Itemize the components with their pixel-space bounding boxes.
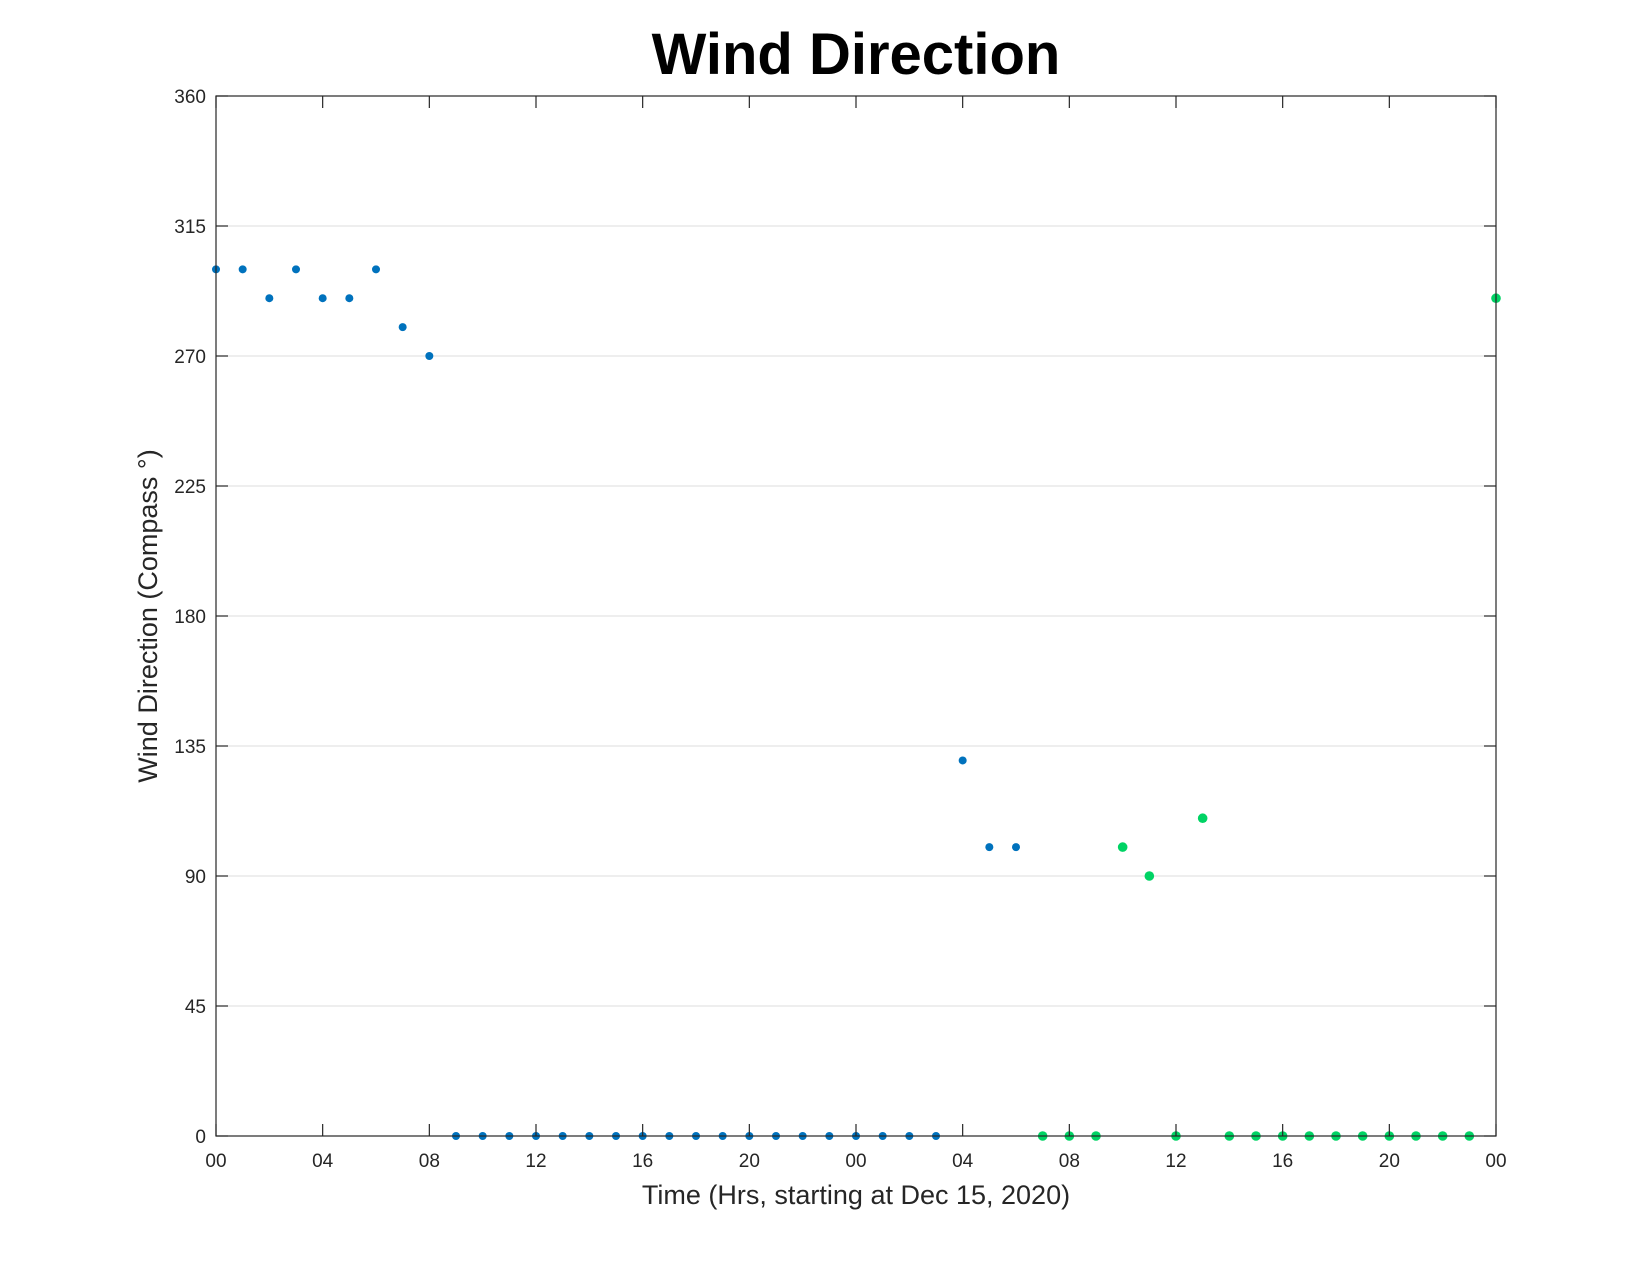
x-tick-label: 20 xyxy=(1379,1151,1400,1172)
x-tick-label: 08 xyxy=(419,1151,440,1172)
x-tick-label: 20 xyxy=(739,1151,760,1172)
y-tick-labels: 0 45 90 135 180 225 270 315 360 xyxy=(174,87,206,1148)
data-points xyxy=(212,265,1501,1141)
y-tick-label: 360 xyxy=(174,87,206,108)
y-axis-label: Wind Direction (Compass °) xyxy=(133,449,163,782)
y-tick-label: 45 xyxy=(185,997,206,1018)
x-tick-label: 08 xyxy=(1059,1151,1080,1172)
x-tick-label: 04 xyxy=(312,1151,334,1172)
x-tick-label: 16 xyxy=(632,1151,653,1172)
y-tick-label: 0 xyxy=(195,1127,206,1148)
y-tick-label: 315 xyxy=(174,217,206,238)
y-tick-label: 135 xyxy=(174,737,206,758)
x-tick-label: 04 xyxy=(952,1151,974,1172)
chart-title: Wind Direction xyxy=(652,22,1061,87)
x-axis-label: Time (Hrs, starting at Dec 15, 2020) xyxy=(642,1180,1070,1210)
x-tick-labels: 00 04 08 12 16 20 00 04 08 12 16 20 00 xyxy=(205,1151,1506,1172)
x-tick-label: 00 xyxy=(205,1151,226,1172)
data-point-series-2 xyxy=(1117,842,1128,852)
y-tick-label: 270 xyxy=(174,347,206,368)
y-tick-label: 225 xyxy=(174,477,206,498)
data-point-series-1 xyxy=(292,265,300,274)
data-point-series-1 xyxy=(398,323,407,332)
data-point-series-2 xyxy=(1144,871,1155,881)
x-tick-label: 12 xyxy=(525,1151,546,1172)
data-point-series-1 xyxy=(318,294,327,303)
data-point-series-1 xyxy=(425,352,434,360)
x-tick-label: 00 xyxy=(845,1151,866,1172)
data-point-series-1 xyxy=(1012,843,1020,852)
x-tick-label: 12 xyxy=(1165,1151,1186,1172)
data-point-series-2 xyxy=(1197,813,1208,824)
data-point-series-1 xyxy=(238,265,247,274)
data-point-series-1 xyxy=(345,294,354,303)
gridlines xyxy=(216,225,1496,1007)
x-tick-label: 16 xyxy=(1272,1151,1293,1172)
y-tick-label: 180 xyxy=(174,607,206,628)
x-tick-label: 00 xyxy=(1485,1151,1506,1172)
data-point-series-1 xyxy=(372,265,380,274)
data-point-series-1 xyxy=(265,294,274,303)
data-point-series-1 xyxy=(985,843,994,852)
axis-ticks xyxy=(215,95,1497,1137)
data-point-series-1 xyxy=(958,756,967,765)
y-tick-label: 90 xyxy=(185,867,206,888)
